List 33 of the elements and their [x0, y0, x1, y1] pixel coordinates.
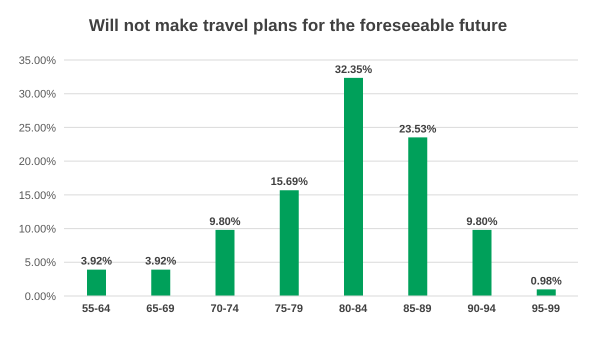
bar	[344, 78, 363, 296]
bar	[408, 137, 428, 296]
data-label: 32.35%	[334, 64, 372, 76]
y-tick-label: 30.00%	[18, 88, 56, 101]
x-tick-label: 90-94	[468, 302, 497, 315]
x-tick-label: 80-84	[339, 302, 368, 315]
y-tick-label: 10.00%	[18, 223, 56, 236]
y-tick-label: 20.00%	[18, 156, 56, 168]
x-tick-label: 65-69	[146, 302, 174, 315]
x-tick-label: 70-74	[210, 302, 240, 315]
bar	[151, 270, 170, 296]
data-label: 9.80%	[466, 216, 498, 228]
x-tick-label: 75-79	[274, 302, 303, 315]
data-label: 15.69%	[270, 176, 308, 188]
x-tick-label: 55-64	[82, 302, 112, 315]
y-tick-label: 15.00%	[18, 190, 56, 202]
x-tick-label: 85-89	[403, 302, 432, 315]
y-tick-label: 0.00%	[24, 290, 56, 303]
data-label: 3.92%	[145, 256, 177, 268]
bar	[536, 289, 556, 296]
data-label: 9.80%	[209, 216, 241, 228]
bar	[87, 270, 106, 296]
y-tick-label: 5.00%	[24, 257, 56, 270]
data-label: 0.98%	[530, 275, 562, 288]
y-tick-label: 35.00%	[18, 54, 56, 67]
bar	[472, 230, 492, 296]
chart-title: Will not make travel plans for the foreseeable future	[88, 15, 508, 37]
bar	[280, 190, 299, 296]
bar	[216, 230, 234, 296]
data-label: 23.53%	[399, 123, 437, 136]
x-tick-label: 95-99	[532, 302, 560, 315]
y-tick-label: 25.00%	[18, 122, 56, 134]
data-label: 3.92%	[80, 256, 112, 268]
